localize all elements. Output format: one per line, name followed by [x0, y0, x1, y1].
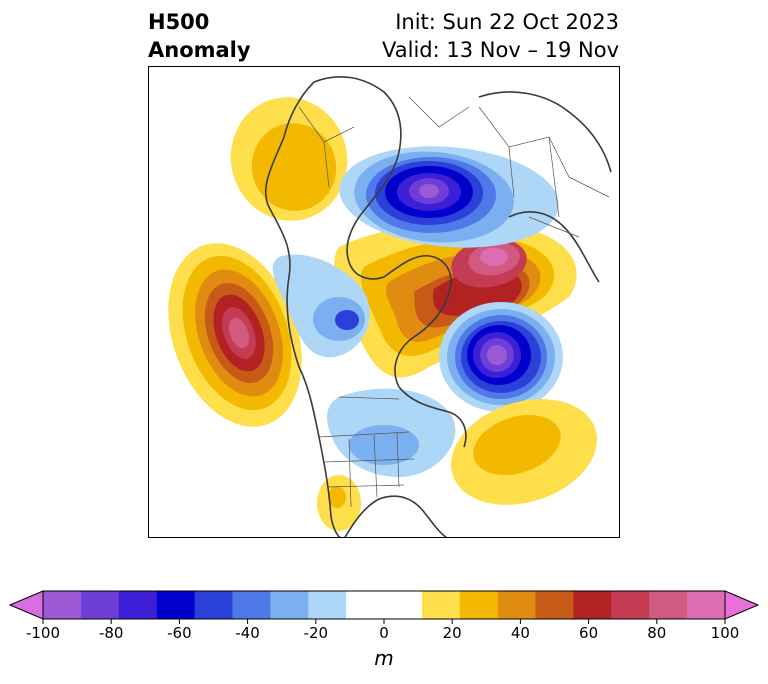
colorbar-tick-label: -20 — [303, 624, 329, 642]
colorbar-bin — [270, 591, 309, 619]
colorbar-bin — [43, 591, 82, 619]
colorbar-tick-label: 60 — [579, 624, 599, 642]
colorbar-bin — [649, 591, 688, 619]
colorbar-tick-label: -80 — [98, 624, 124, 642]
borders — [298, 96, 610, 508]
colorbar-bin — [308, 591, 347, 619]
title-variable: H500 — [148, 10, 210, 34]
map-title-right: Init: Sun 22 Oct 2023 Valid: 13 Nov – 19… — [382, 8, 619, 64]
colorbar-tick-label: 100 — [710, 624, 740, 642]
colorbar-tick-label: -100 — [25, 624, 61, 642]
coastlines — [264, 76, 612, 537]
anomaly-map — [168, 76, 612, 537]
anomaly-north-ridge — [230, 97, 348, 221]
colorbar-tick-label: -60 — [167, 624, 192, 642]
colorbar-bin — [611, 591, 650, 619]
anomaly-fields — [168, 97, 597, 531]
colorbar-bin — [573, 591, 612, 619]
colorbar-bin — [346, 591, 385, 619]
title-field: Anomaly — [148, 38, 251, 62]
colorbar-bin — [232, 591, 271, 619]
colorbar — [8, 590, 760, 624]
map-panel — [148, 66, 620, 538]
colorbar-unit-label: m — [374, 646, 394, 670]
colorbar-tick-label: -40 — [235, 624, 260, 642]
colorbar-bin — [80, 591, 120, 619]
colorbar-bin — [118, 591, 158, 619]
colorbar-tick-label: 40 — [510, 624, 530, 642]
anomaly-greenland-trough — [272, 254, 370, 358]
colorbar-extend-high — [724, 590, 760, 620]
valid-range: Valid: 13 Nov – 19 Nov — [382, 38, 619, 62]
colorbar-tick-label: 0 — [379, 624, 389, 642]
colorbar-extend-low — [8, 590, 44, 620]
colorbar-bin — [687, 591, 726, 619]
anomaly-east-trough — [439, 302, 563, 412]
anomaly-atlantic-ridge — [451, 399, 597, 505]
anomaly-arctic-trough — [339, 146, 559, 248]
anomaly-pacific-ridge — [168, 243, 302, 427]
colorbar-tick-label: 20 — [442, 624, 462, 642]
colorbar-ticks: -100 -80 -60 -40 -20 0 20 40 60 80 100 — [0, 624, 768, 644]
colorbar-bin — [194, 591, 233, 619]
colorbar-bin — [535, 591, 574, 619]
colorbar-tick-label: 80 — [647, 624, 667, 642]
init-date: Init: Sun 22 Oct 2023 — [395, 10, 619, 34]
map-title-left: H500 Anomaly — [148, 8, 251, 64]
colorbar-bin — [384, 591, 423, 619]
colorbar-bin — [156, 591, 196, 619]
colorbar-bin — [421, 591, 461, 619]
colorbar-bin — [497, 591, 537, 619]
colorbar-bin — [459, 591, 499, 619]
